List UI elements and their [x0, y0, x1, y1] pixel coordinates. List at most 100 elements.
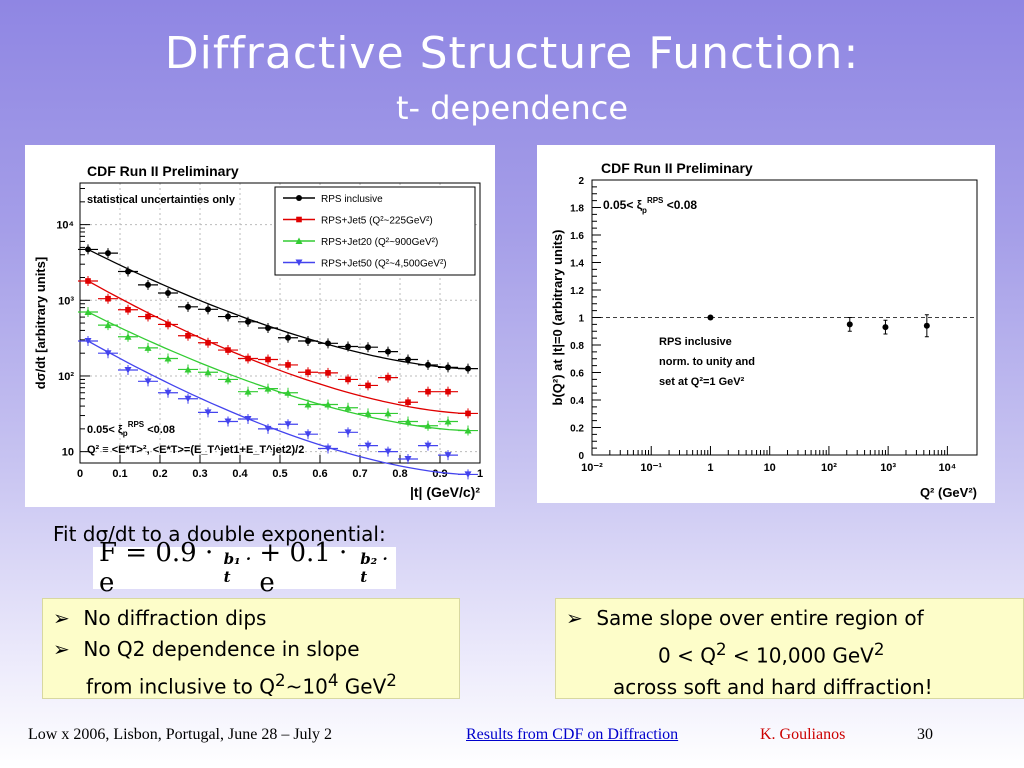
fit-curve	[87, 311, 469, 432]
data-point	[445, 364, 451, 371]
data-point	[244, 388, 252, 395]
chart-annotation-xi: 0.05< ξpRPS <0.08	[87, 420, 175, 438]
data-point	[385, 348, 391, 355]
data-point	[284, 389, 292, 396]
series-3	[78, 335, 478, 480]
y-tick-label: 10⁴	[56, 220, 74, 232]
superscript: 2	[386, 671, 397, 690]
range-text: < 10,000 GeV	[726, 643, 874, 668]
chart-title: CDF Run II Preliminary	[601, 160, 753, 176]
data-point	[324, 445, 332, 453]
formula-prefix: F = 0.9 · e	[99, 538, 214, 598]
bullet-arrow-icon: ➢	[566, 606, 583, 630]
data-point	[84, 308, 92, 316]
right-bullet-1-range: 0 < Q2 < 10,000 GeV2	[566, 634, 1023, 672]
legend-marker	[296, 195, 302, 201]
x-tick-label: 10⁴	[939, 462, 957, 474]
footer-link[interactable]: Results from CDF on Diffraction	[466, 726, 679, 743]
left-bullet-2-text: No Q2 dependence in slope	[83, 637, 360, 661]
x-tick-label: 1	[707, 462, 713, 474]
fit-caption: Fit dσ/dt to a double exponential:	[53, 522, 386, 546]
fit-curve	[87, 340, 469, 476]
formula-exponent-1: b₁ · t	[223, 550, 252, 586]
data-point	[104, 350, 112, 357]
legend-box	[274, 186, 476, 276]
data-point	[124, 333, 132, 340]
data-point	[344, 429, 352, 436]
superscript: 2	[275, 671, 286, 690]
data-point	[184, 395, 192, 403]
data-point	[225, 347, 231, 353]
fit-curve	[87, 248, 469, 370]
data-point	[425, 361, 431, 368]
x-tick-label: 0	[77, 468, 83, 480]
x-tick-label: 1	[477, 468, 483, 480]
data-point	[325, 340, 331, 347]
data-point	[164, 389, 172, 397]
x-tick-label: 0.7	[352, 468, 367, 480]
superscript: 2	[715, 640, 727, 659]
data-point	[305, 337, 311, 344]
data-point	[364, 442, 372, 450]
data-point	[225, 313, 231, 320]
data-points	[707, 314, 930, 338]
continuation-text: ~10	[285, 674, 328, 699]
data-point	[105, 250, 111, 257]
chart-slope-vs-q2-panel: 10⁻² 10⁻¹ 1 10 10² 10³ 10⁴ 0 0.2 0.4 0.6 0.8 1 1.2 1.4…	[537, 145, 995, 503]
right-bullet-1: ➢ Same slope over entire region of	[566, 603, 1023, 634]
left-bullet-1-text: No diffraction dips	[83, 606, 267, 630]
x-tick-label: 0.9	[432, 468, 447, 480]
footer-page-number: 30	[917, 726, 933, 743]
data-point	[144, 344, 152, 351]
data-point	[245, 355, 251, 362]
x-axis-label: Q² (GeV²)	[920, 485, 977, 500]
data-point	[205, 306, 211, 313]
chart-annotation-xi-part: RPS	[647, 196, 664, 205]
series-0	[78, 244, 478, 374]
chart-note: norm. to unity and	[659, 356, 755, 368]
x-axis-label: |t| (GeV/c)²	[410, 484, 480, 500]
y-tick-label: 1.8	[570, 204, 584, 215]
data-point	[365, 344, 371, 351]
x-tick-label: 0.3	[192, 468, 207, 480]
data-point	[344, 404, 352, 411]
chart-note: RPS inclusive	[659, 336, 732, 348]
data-point	[284, 421, 292, 428]
data-point	[325, 370, 331, 376]
data-point	[384, 409, 392, 417]
data-point	[424, 422, 432, 429]
formula-exponent-2: b₂ · t	[360, 550, 388, 586]
data-point	[465, 365, 471, 372]
x-tick-label: 10²	[821, 462, 837, 474]
x-tick-label: 10	[764, 462, 776, 474]
data-point	[345, 343, 351, 350]
data-point	[464, 427, 472, 434]
y-tick-label: 0.4	[570, 396, 584, 407]
data-point	[264, 425, 272, 433]
chart-slope-vs-q2: 10⁻² 10⁻¹ 1 10 10² 10³ 10⁴ 0 0.2 0.4 0.6 0.8 1 1.2 1.4…	[550, 160, 978, 500]
double-exponential-formula: F = 0.9 · e b₁ · t + 0.1 · e b₂ · t	[93, 538, 396, 598]
data-point	[285, 334, 291, 341]
y-tick-label: 0.2	[570, 424, 584, 435]
bullet-arrow-icon: ➢	[53, 637, 70, 661]
data-point	[224, 375, 232, 383]
y-axis-label: b(Q²) at |t|=0 (arbitrary units)	[550, 230, 565, 406]
data-point	[165, 289, 171, 296]
data-point	[165, 321, 171, 328]
y-tick-label: 1.2	[570, 286, 584, 297]
data-point	[846, 321, 853, 328]
chart-note: set at Q²=1 GeV²	[659, 376, 745, 388]
data-point	[305, 369, 311, 376]
chart-title: CDF Run II Preliminary	[87, 163, 239, 179]
data-point	[265, 325, 271, 332]
data-point	[424, 442, 432, 450]
data-point	[364, 409, 372, 417]
legend-marker	[296, 216, 302, 223]
superscript: 4	[327, 671, 339, 690]
x-tick-label: 0.1	[112, 468, 127, 480]
x-tick-label: 10⁻²	[581, 462, 603, 474]
y-tick-label: 1.6	[570, 231, 584, 242]
data-point	[882, 324, 889, 331]
data-point	[84, 337, 92, 345]
y-tick-label: 0	[578, 451, 584, 462]
